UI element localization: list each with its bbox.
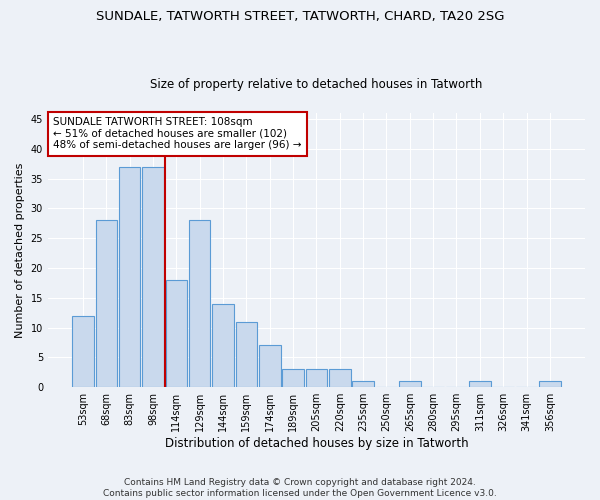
Bar bbox=[189, 220, 211, 387]
Bar bbox=[236, 322, 257, 387]
Bar bbox=[306, 370, 327, 387]
X-axis label: Distribution of detached houses by size in Tatworth: Distribution of detached houses by size … bbox=[164, 437, 468, 450]
Bar bbox=[95, 220, 117, 387]
Title: Size of property relative to detached houses in Tatworth: Size of property relative to detached ho… bbox=[150, 78, 482, 91]
Bar bbox=[73, 316, 94, 387]
Bar bbox=[399, 381, 421, 387]
Bar bbox=[259, 346, 281, 387]
Bar bbox=[142, 166, 164, 387]
Bar bbox=[539, 381, 560, 387]
Text: SUNDALE, TATWORTH STREET, TATWORTH, CHARD, TA20 2SG: SUNDALE, TATWORTH STREET, TATWORTH, CHAR… bbox=[96, 10, 504, 23]
Bar bbox=[329, 370, 350, 387]
Bar bbox=[352, 381, 374, 387]
Bar bbox=[119, 166, 140, 387]
Text: SUNDALE TATWORTH STREET: 108sqm
← 51% of detached houses are smaller (102)
48% o: SUNDALE TATWORTH STREET: 108sqm ← 51% of… bbox=[53, 117, 302, 150]
Y-axis label: Number of detached properties: Number of detached properties bbox=[15, 162, 25, 338]
Bar bbox=[469, 381, 491, 387]
Bar bbox=[283, 370, 304, 387]
Bar bbox=[212, 304, 234, 387]
Bar bbox=[166, 280, 187, 387]
Text: Contains HM Land Registry data © Crown copyright and database right 2024.
Contai: Contains HM Land Registry data © Crown c… bbox=[103, 478, 497, 498]
